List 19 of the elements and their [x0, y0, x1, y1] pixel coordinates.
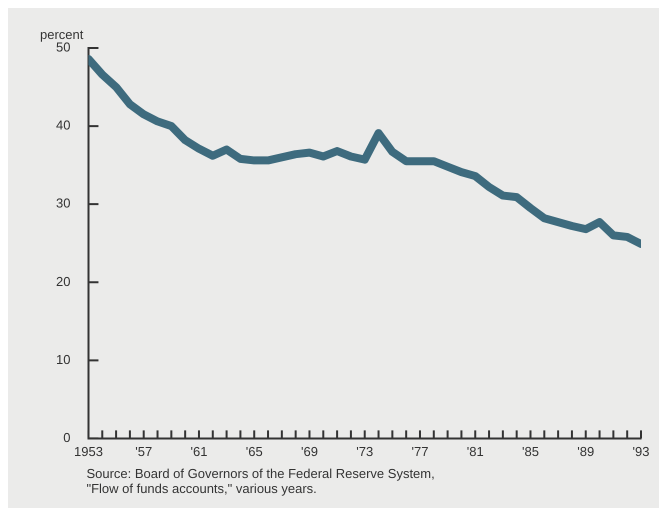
- y-tick-label: 50: [56, 40, 70, 55]
- x-tick-label: '57: [135, 444, 152, 459]
- x-tick-label: '81: [466, 444, 484, 459]
- x-tick-label: '69: [301, 444, 318, 459]
- y-axis-title: percent: [40, 27, 84, 42]
- x-tick-label: '77: [412, 444, 428, 459]
- x-tick-label: '85: [522, 444, 539, 459]
- y-tick-label: 0: [63, 430, 70, 445]
- x-tick-label: '93: [632, 444, 650, 459]
- y-tick-label: 20: [56, 274, 70, 289]
- x-tick-label: 1953: [74, 444, 103, 459]
- x-tick-label: '61: [190, 444, 208, 459]
- x-tick-label: '73: [356, 444, 374, 459]
- source-note: Source: Board of Governors of the Federal Reserve System, "Flow of funds accounts," various years.: [86, 466, 435, 496]
- x-tick-label: '89: [577, 444, 594, 459]
- y-tick-label: 30: [56, 196, 70, 211]
- y-tick-label: 40: [56, 118, 70, 133]
- y-tick-label: 10: [56, 352, 70, 367]
- x-tick-label: '65: [246, 444, 263, 459]
